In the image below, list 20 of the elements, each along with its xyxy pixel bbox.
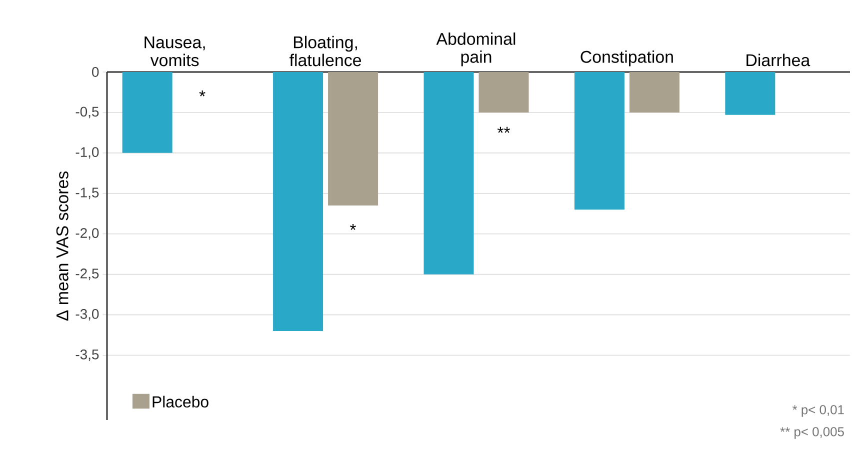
y-tick-label: -0,5 xyxy=(76,106,99,118)
annotation: * xyxy=(199,90,206,96)
x-tick-label: Bloating, flatulence xyxy=(290,36,362,66)
y-tick-label: -3,5 xyxy=(76,349,99,362)
x-tick-label: Diarrhea xyxy=(746,54,810,66)
y-axis-title: Δ mean VAS scores xyxy=(56,171,68,321)
y-tick-label: 0 xyxy=(92,67,99,77)
text: ** p< 0,005 xyxy=(780,427,844,439)
annotation: ** xyxy=(497,126,510,133)
x-tick-label: Abdominal pain xyxy=(436,32,516,66)
annotation: * xyxy=(350,224,356,230)
x-tick-label: Constipation xyxy=(580,50,673,66)
y-tick-label: -3,0 xyxy=(76,309,99,321)
y-tick-label: -2,0 xyxy=(76,228,99,240)
annotation: * p< 0,01 xyxy=(792,405,844,417)
y-tick-label: -2,5 xyxy=(76,268,99,280)
x-tick-label: Nausea, vomits xyxy=(144,36,205,66)
legend-label: Placebo xyxy=(152,396,208,408)
y-tick-label: -1,5 xyxy=(76,188,99,200)
y-tick-label: -1,0 xyxy=(76,147,99,159)
